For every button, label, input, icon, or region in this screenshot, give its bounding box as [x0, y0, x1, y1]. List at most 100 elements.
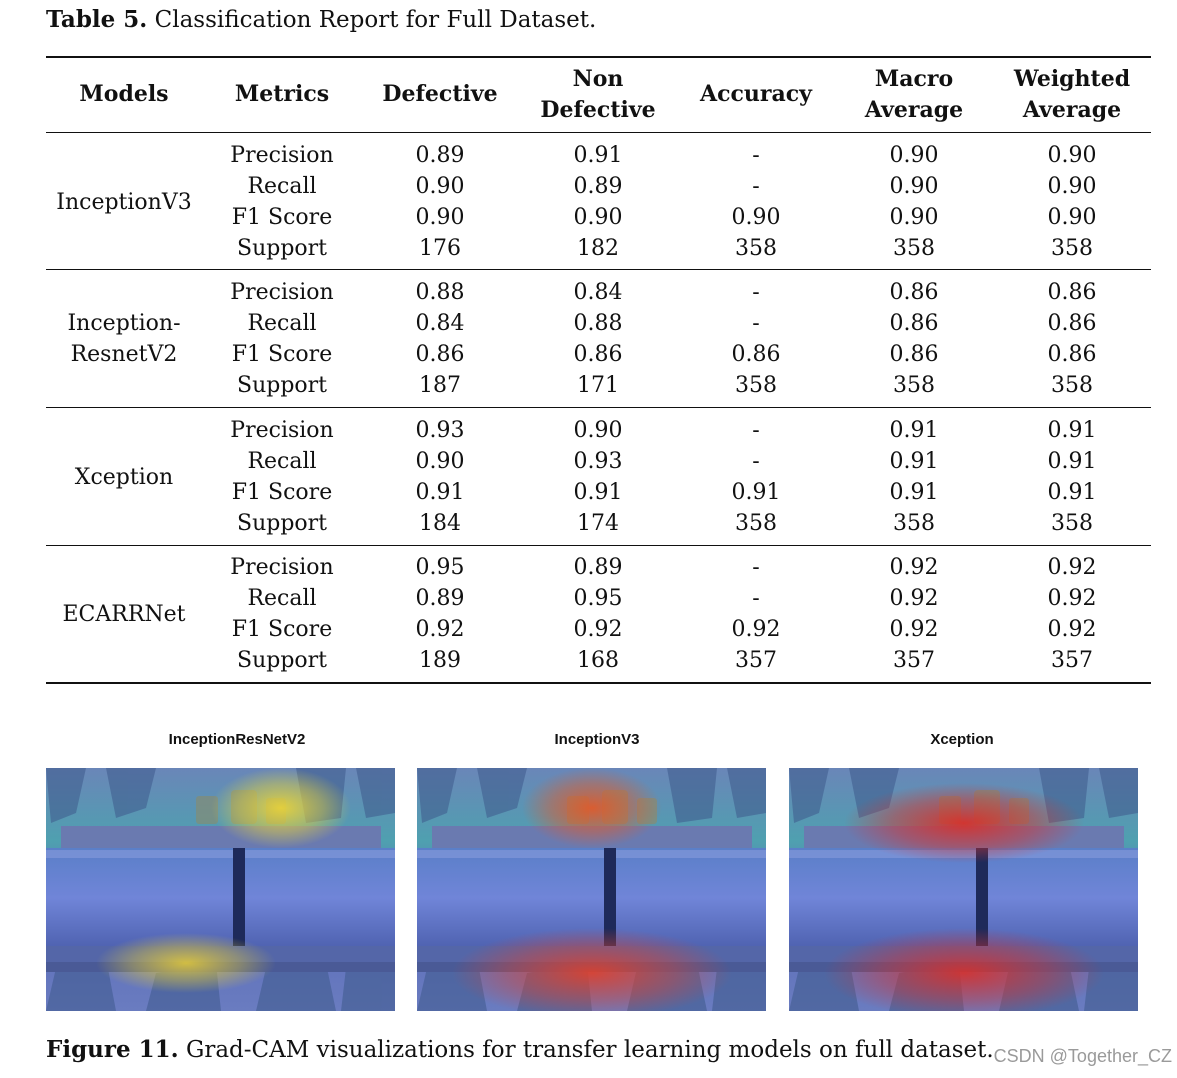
- table-label: Table 5.: [46, 6, 148, 33]
- table-cell: 0.90: [1047, 205, 1097, 230]
- table-cell: 189: [419, 648, 461, 673]
- table-cell: 0.91: [731, 480, 781, 505]
- table-cell: 187: [419, 373, 461, 398]
- table-cell: 0.92: [573, 617, 623, 642]
- table-cell: 0.91: [415, 480, 465, 505]
- metric-label: Recall: [247, 586, 317, 611]
- gradcam-heatmap-image: [789, 768, 1138, 1011]
- table-cell: 0.91: [889, 480, 939, 505]
- table-cell: 0.90: [889, 174, 939, 199]
- table-cell: -: [752, 418, 760, 443]
- table-cell: 0.90: [415, 449, 465, 474]
- table-cell: 0.95: [573, 586, 623, 611]
- metric-label: Precision: [230, 280, 334, 305]
- gradcam-heatmap-image: [46, 768, 395, 1011]
- model-name: InceptionV3: [56, 187, 191, 218]
- table-cell: 0.86: [889, 311, 939, 336]
- table-cell: 0.90: [415, 205, 465, 230]
- table-cell: 0.91: [1047, 480, 1097, 505]
- model-name: ECARRNet: [62, 599, 185, 630]
- table-cell: 0.86: [889, 280, 939, 305]
- model-name-line: ResnetV2: [70, 342, 178, 367]
- metric-label: Support: [236, 511, 328, 536]
- table-cell: 0.92: [1047, 586, 1097, 611]
- table-cell: 0.91: [1047, 449, 1097, 474]
- table-cell: 0.91: [1047, 418, 1097, 443]
- table-cell: 0.88: [415, 280, 465, 305]
- metric-label: Precision: [230, 143, 334, 168]
- metric-label: Support: [236, 648, 328, 673]
- table-cell: 0.89: [415, 586, 465, 611]
- table-cell: 0.92: [889, 555, 939, 580]
- column-header: Accuracy: [700, 79, 812, 110]
- column-header: Defective: [382, 79, 497, 110]
- metric-label: Support: [236, 373, 328, 398]
- metric-label: Support: [236, 236, 328, 261]
- metric-label: Precision: [230, 555, 334, 580]
- table-cell: 357: [735, 648, 777, 673]
- table-cell: 0.95: [415, 555, 465, 580]
- watermark: CSDN @Together_CZ: [993, 1046, 1172, 1066]
- table-cell: 0.92: [415, 617, 465, 642]
- table-cell: -: [752, 143, 760, 168]
- table-cell: -: [752, 449, 760, 474]
- table-rule: [46, 269, 1151, 270]
- table-cell: 0.86: [573, 342, 623, 367]
- table-cell: 357: [1051, 648, 1093, 673]
- model-name-line: Xception: [74, 464, 174, 490]
- table-cell: 0.93: [573, 449, 623, 474]
- figure-label: Figure 11.: [46, 1036, 179, 1063]
- column-header-line: Weighted: [1013, 66, 1131, 92]
- table-cell: -: [752, 586, 760, 611]
- column-header-line: Average: [864, 97, 964, 123]
- table-cell: 0.92: [1047, 555, 1097, 580]
- table-cell: 0.90: [889, 205, 939, 230]
- column-header: Weighted Average: [1014, 64, 1130, 126]
- figure-caption: Figure 11. Grad-CAM visualizations for t…: [46, 1034, 994, 1066]
- column-header-line: Average: [1022, 97, 1122, 123]
- table-cell: 0.86: [1047, 342, 1097, 367]
- table-cell: 358: [735, 511, 777, 536]
- table-cell: 0.90: [573, 205, 623, 230]
- table-cell: 0.86: [731, 342, 781, 367]
- table-cell: 0.91: [889, 418, 939, 443]
- panel-title: Xception: [930, 731, 994, 748]
- table-cell: 0.86: [415, 342, 465, 367]
- column-header: Metrics: [235, 79, 329, 110]
- table-cell: 0.90: [415, 174, 465, 199]
- metric-label: Recall: [247, 174, 317, 199]
- table-cell: 0.86: [1047, 311, 1097, 336]
- table-cell: 174: [577, 511, 619, 536]
- metric-label: F1 Score: [231, 342, 333, 367]
- table-cell: 358: [1051, 236, 1093, 261]
- table-cell: 358: [1051, 373, 1093, 398]
- model-name-line: InceptionV3: [56, 189, 192, 215]
- table-rule: [46, 545, 1151, 546]
- table-cell: 168: [577, 648, 619, 673]
- table-cell: 358: [893, 236, 935, 261]
- table-cell: 0.89: [573, 555, 623, 580]
- table-cell: 0.92: [731, 617, 781, 642]
- table-cell: 0.93: [415, 418, 465, 443]
- figure-caption-text: Grad-CAM visualizations for transfer lea…: [185, 1037, 994, 1063]
- metric-label: F1 Score: [231, 205, 333, 230]
- table-rule: [46, 132, 1151, 133]
- table-rule: [46, 56, 1151, 58]
- table-cell: 0.90: [889, 143, 939, 168]
- table-cell: -: [752, 280, 760, 305]
- table-cell: 184: [419, 511, 461, 536]
- metric-label: Recall: [247, 449, 317, 474]
- model-name-line: ECARRNet: [62, 601, 186, 627]
- panel-title: InceptionV3: [554, 731, 640, 748]
- column-header-line: Metrics: [234, 81, 330, 107]
- table-cell: -: [752, 174, 760, 199]
- table-cell: 358: [893, 511, 935, 536]
- table-cell: 0.92: [1047, 617, 1097, 642]
- model-name: Inception- ResnetV2: [67, 308, 180, 370]
- table-cell: -: [752, 555, 760, 580]
- table-caption: Table 5. Classification Report for Full …: [46, 4, 596, 36]
- metric-label: F1 Score: [231, 617, 333, 642]
- column-header: Models: [79, 79, 168, 110]
- table-cell: 358: [1051, 511, 1093, 536]
- column-header-line: Non: [572, 66, 624, 92]
